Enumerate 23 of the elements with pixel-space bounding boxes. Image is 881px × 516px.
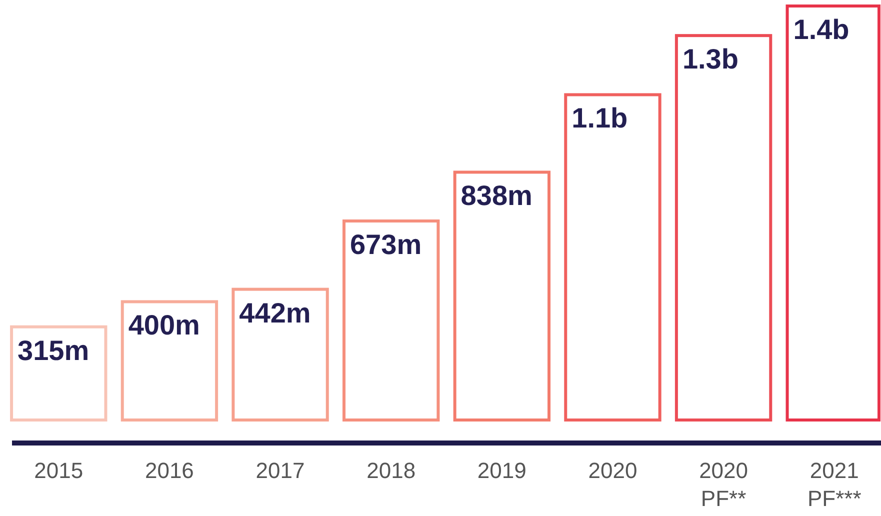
x-tick-label: 2015 (34, 458, 84, 483)
data-label: 1.4b (793, 14, 850, 45)
data-label: 442m (239, 297, 311, 328)
bar (232, 288, 329, 422)
x-tick-label: 2021 PF*** (807, 458, 862, 511)
x-tick-label: 2017 (256, 458, 305, 483)
data-label: 673m (350, 228, 422, 260)
x-tick-label: 2019 (477, 458, 526, 483)
bar (10, 325, 108, 422)
data-label: 1.3b (682, 44, 738, 75)
data-label: 838m (460, 180, 532, 212)
x-tick-label: 2020 (588, 458, 638, 483)
x-tick-label: 2016 (144, 458, 194, 483)
data-label: 315m (18, 334, 90, 366)
x-tick-label: 2020 PF** (699, 458, 748, 511)
x-tick-label: 2018 (366, 458, 416, 483)
bar (453, 170, 551, 422)
bar (342, 219, 440, 422)
data-label: 400m (128, 310, 200, 341)
data-label: 1.1b (572, 102, 628, 134)
bar (120, 300, 218, 422)
bar (564, 93, 662, 422)
bar (674, 34, 772, 422)
